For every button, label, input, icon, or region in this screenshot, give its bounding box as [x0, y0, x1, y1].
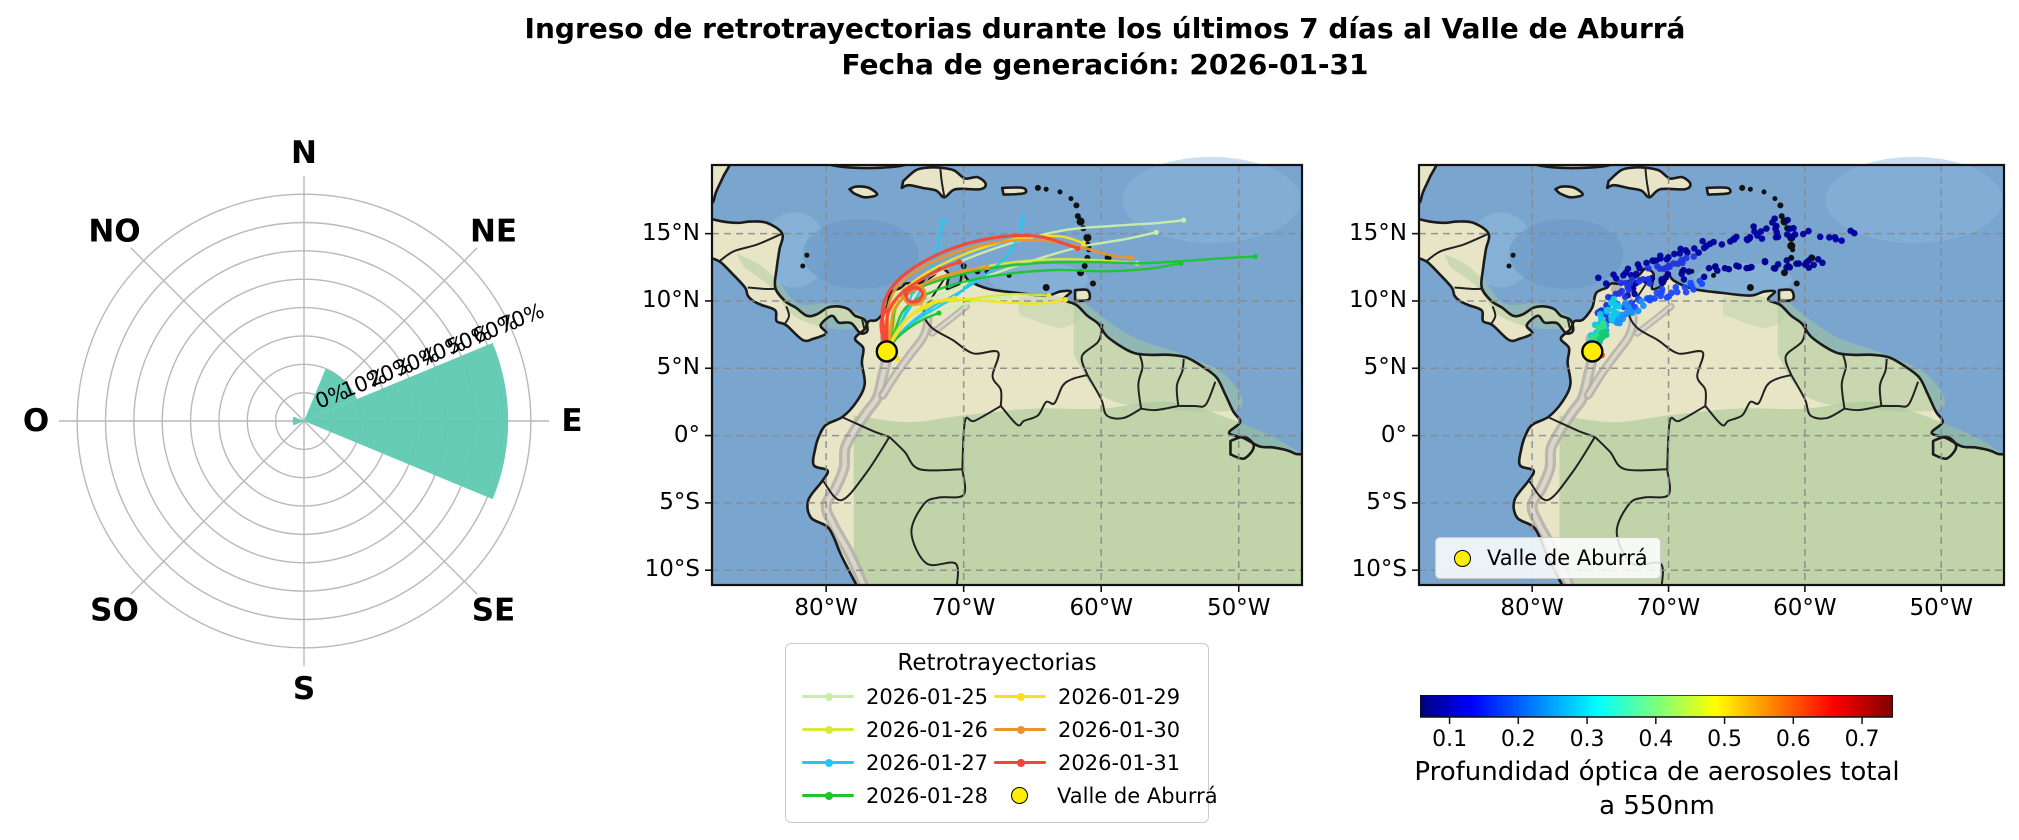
- compass-label-NO: NO: [88, 213, 140, 249]
- figure-title-line1: Ingreso de retrotrayectorias durante los…: [524, 12, 1686, 45]
- colorbar-tick-label: 0.2: [1500, 727, 1536, 752]
- map-xtick-label: 70°W: [1636, 595, 1701, 621]
- legend-entry-label: 2026-01-27: [866, 750, 989, 775]
- compass-label-NE: NE: [470, 213, 517, 249]
- map-ytick-label: 10°N: [1349, 286, 1407, 313]
- rose-rtick-label: 70%: [495, 298, 547, 337]
- station-marker: [875, 340, 898, 363]
- figure-title-line2: Fecha de generación: 2026-01-31: [841, 48, 1369, 81]
- legend-entry-label: 2026-01-26: [866, 717, 989, 742]
- station-marker: [1581, 340, 1604, 363]
- legend-entry: 2026-01-31: [988, 746, 1218, 779]
- legend-entry-label: 2026-01-31: [1058, 750, 1181, 775]
- compass-label-SE: SE: [472, 593, 516, 629]
- colorbar-tick-label: 0.3: [1569, 727, 1605, 752]
- station-inset-legend: Valle de Aburrá: [1435, 537, 1661, 579]
- map-ytick-label: 10°N: [642, 286, 700, 313]
- map-ytick-label: 5°S: [1366, 488, 1407, 515]
- legend-line-swatch: [994, 725, 1047, 734]
- station-marker-icon: [1011, 787, 1029, 804]
- station-marker-icon: [1454, 549, 1471, 567]
- colorbar-label-line1: Profundidad óptica de aerosoles total: [1414, 757, 1900, 787]
- map-ytick-label: 15°N: [1349, 219, 1407, 246]
- map-ytick-label: 5°S: [659, 488, 700, 515]
- map-ytick-label: 0°: [1380, 421, 1407, 448]
- map-xtick-label: 50°W: [1206, 595, 1271, 621]
- legend-entry-label: 2026-01-29: [1058, 684, 1181, 709]
- compass-label-E: E: [561, 403, 582, 439]
- legend-line-swatch: [802, 692, 854, 701]
- legend-entry-station: Valle de Aburrá: [988, 779, 1218, 812]
- trajectory-map: [705, 156, 1304, 592]
- map-xtick-label: 70°W: [931, 595, 996, 621]
- legend-entry-label: Valle de Aburrá: [1057, 783, 1218, 808]
- map-ytick-label: 10°S: [644, 556, 700, 583]
- colorbar-tick-label: 0.7: [1844, 727, 1880, 752]
- legend-entry: 2026-01-28: [796, 779, 988, 812]
- map-ytick-label: 0°: [673, 421, 700, 448]
- compass-label-S: S: [293, 671, 315, 707]
- map-xtick-label: 60°W: [1069, 595, 1133, 621]
- trajectory-map-panel: 80°W 70°W 60°W 50°W 15°N 10°N 5°N 0° 5°S 10°S: [642, 156, 1304, 621]
- legend-entry: 2026-01-30: [988, 713, 1218, 746]
- trajectory-legend: Retrotrayectorias 2026-01-25 2026-01-26 20…: [785, 643, 1218, 823]
- legend-title: Retrotrayectorias: [897, 650, 1097, 676]
- aod-colorbar: 0.1 0.2 0.3 0.4 0.5 0.6 0.7 Profundidad óptica…: [1414, 694, 1900, 821]
- legend-entry-label: 2026-01-30: [1058, 717, 1181, 742]
- map-ytick-label: 5°N: [656, 354, 700, 381]
- colorbar-tick-label: 0.4: [1638, 727, 1674, 752]
- colorbar-tick-label: 0.6: [1775, 727, 1811, 752]
- legend-entry: 2026-01-29: [988, 680, 1218, 713]
- compass-label-O: O: [23, 403, 49, 439]
- colorbar-tick-label: 0.5: [1707, 727, 1743, 752]
- aod-map: [1412, 156, 2006, 592]
- legend-entries: 2026-01-25 2026-01-26 2026-01-27 2026-01-28…: [796, 680, 1218, 812]
- map-xtick-label: 80°W: [794, 595, 858, 621]
- legend-entry: 2026-01-26: [796, 713, 988, 746]
- colorbar-label-line2: a 550nm: [1599, 791, 1715, 821]
- map-xtick-label: 50°W: [1909, 595, 1974, 621]
- compass-label-SO: SO: [90, 593, 139, 629]
- legend-line-swatch: [802, 758, 854, 767]
- colorbar-gradient: [1419, 694, 1894, 724]
- map-xtick-label: 60°W: [1773, 595, 1837, 621]
- legend-entry-label: 2026-01-25: [866, 684, 989, 709]
- map-xtick-label: 80°W: [1500, 595, 1564, 621]
- station-legend-label: Valle de Aburrá: [1487, 546, 1648, 570]
- legend-line-swatch: [994, 692, 1047, 701]
- legend-line-swatch: [802, 791, 854, 800]
- legend-entry-label: 2026-01-28: [866, 783, 989, 808]
- map-ytick-label: 5°N: [1363, 354, 1407, 381]
- map-ytick-label: 10°S: [1351, 556, 1407, 583]
- map-ytick-label: 15°N: [642, 219, 700, 246]
- legend-entry: 2026-01-25: [796, 680, 988, 713]
- legend-line-swatch: [994, 758, 1047, 767]
- legend-entry: 2026-01-27: [796, 746, 988, 779]
- aod-map-panel: Valle de Aburrá 80°W 70°W 60°W 50°W 15°N 10°N…: [1349, 156, 2006, 621]
- legend-line-swatch: [802, 725, 854, 734]
- compass-label-N: N: [291, 135, 317, 171]
- colorbar-tick-label: 0.1: [1432, 727, 1468, 752]
